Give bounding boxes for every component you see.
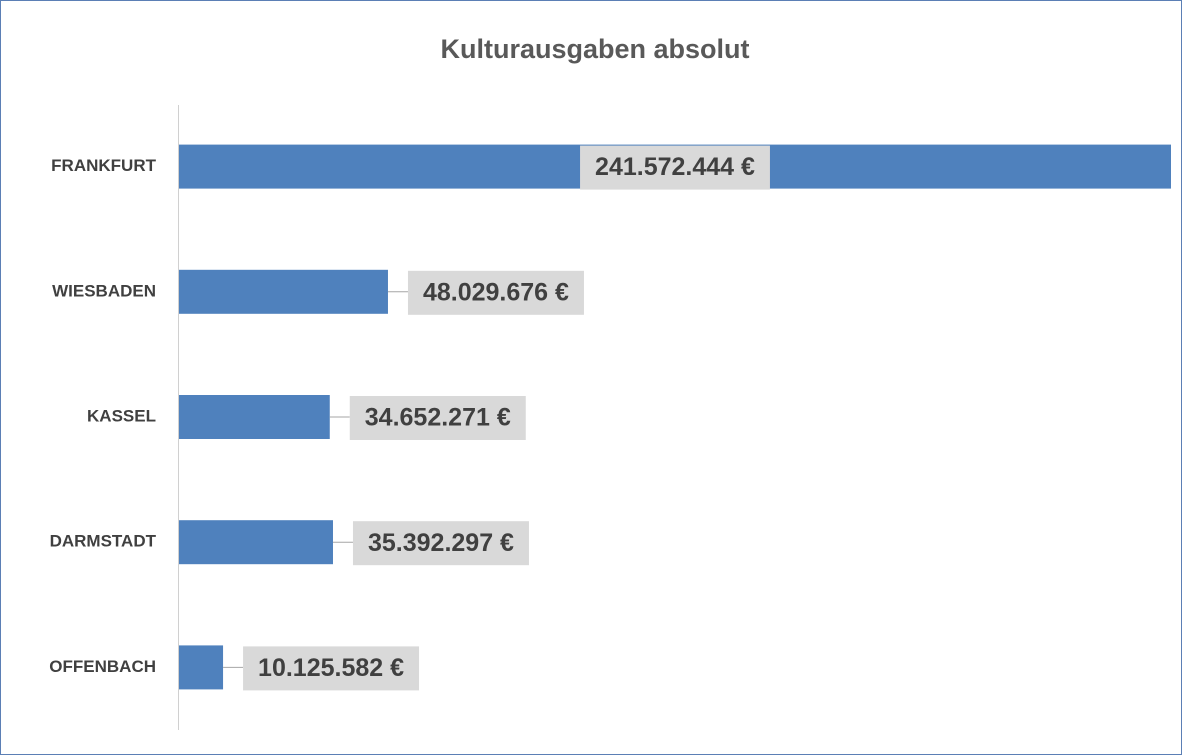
data-label: 34.652.271 € — [349, 396, 526, 440]
data-label: 10.125.582 € — [243, 646, 420, 691]
bar — [179, 645, 224, 690]
data-label-box — [352, 521, 529, 566]
y-tick-label: FRANKFURT — [51, 156, 156, 175]
y-tick-label: WIESBADEN — [52, 281, 156, 300]
y-tick-label: DARMSTADT — [50, 532, 157, 551]
data-label-box — [407, 270, 584, 315]
data-label: 48.029.676 € — [407, 270, 584, 315]
data-label-box — [580, 145, 770, 190]
bar — [179, 520, 333, 565]
data-label-box — [243, 646, 420, 691]
bar — [179, 395, 330, 439]
data-label-text: 34.652.271 € — [365, 404, 511, 432]
data-label-text: 35.392.297 € — [368, 529, 514, 557]
y-tick-label: OFFENBACH — [49, 657, 156, 676]
y-tick-label: KASSEL — [87, 406, 156, 425]
chart-title: Kulturausgaben absolut — [440, 34, 749, 64]
bar — [179, 269, 388, 314]
data-label-text: 10.125.582 € — [258, 654, 404, 682]
data-label: 241.572.444 € — [580, 145, 770, 190]
data-label: 35.392.297 € — [352, 521, 529, 566]
data-label-text: 241.572.444 € — [595, 153, 755, 181]
data-label-box — [349, 396, 526, 440]
data-label-text: 48.029.676 € — [423, 278, 569, 306]
